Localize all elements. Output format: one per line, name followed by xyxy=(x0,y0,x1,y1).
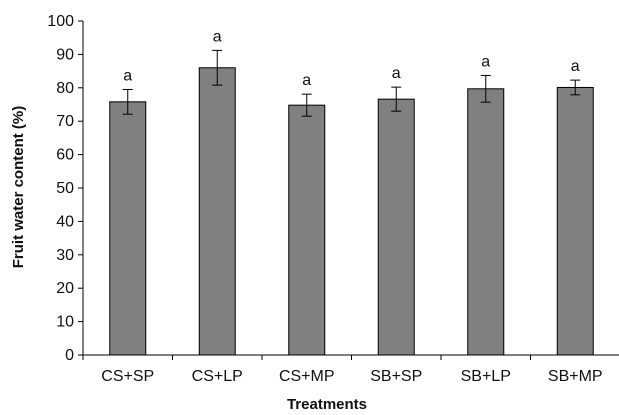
y-tick-label: 80 xyxy=(56,80,74,97)
x-tick-label: CS+MP xyxy=(279,368,335,385)
x-tick-label: CS+LP xyxy=(192,368,243,385)
y-tick-label: 60 xyxy=(56,147,74,164)
x-axis-title: Treatments xyxy=(287,396,367,413)
significance-label: a xyxy=(302,72,311,89)
bar-cs-mp xyxy=(288,104,326,356)
significance-labels: a a a a a a xyxy=(123,28,580,89)
x-tick-label: CS+SP xyxy=(101,368,154,385)
y-tick-label: 30 xyxy=(56,247,74,264)
bar-sb-lp xyxy=(467,88,505,356)
significance-label: a xyxy=(481,53,490,70)
significance-label: a xyxy=(123,67,132,84)
bars xyxy=(109,67,594,356)
x-tick-label: SB+LP xyxy=(461,368,511,385)
y-tick-label: 20 xyxy=(56,280,74,297)
y-axis-title: Fruit water content (%) xyxy=(10,106,27,269)
error-bars xyxy=(122,49,581,117)
y-tick-label: 100 xyxy=(47,13,74,30)
bar-cs-sp xyxy=(109,101,147,356)
y-axis: 0 10 20 30 40 50 60 70 80 90 100 xyxy=(47,13,84,364)
significance-label: a xyxy=(571,58,580,75)
y-tick-label: 0 xyxy=(65,347,74,364)
x-tick-label: SB+MP xyxy=(548,368,603,385)
significance-label: a xyxy=(392,65,401,82)
y-tick-label: 40 xyxy=(56,213,74,230)
x-tick-label: SB+SP xyxy=(370,368,422,385)
y-tick-label: 90 xyxy=(56,46,74,63)
y-tick-label: 50 xyxy=(56,180,74,197)
x-axis: CS+SP CS+LP CS+MP SB+SP SB+LP SB+MP xyxy=(82,354,619,385)
bar-sb-mp xyxy=(556,86,594,356)
bar-sb-sp xyxy=(377,98,415,356)
y-tick-label: 10 xyxy=(56,314,74,331)
y-tick-label: 70 xyxy=(56,113,74,130)
bar-cs-lp xyxy=(198,67,236,356)
significance-label: a xyxy=(213,28,222,45)
